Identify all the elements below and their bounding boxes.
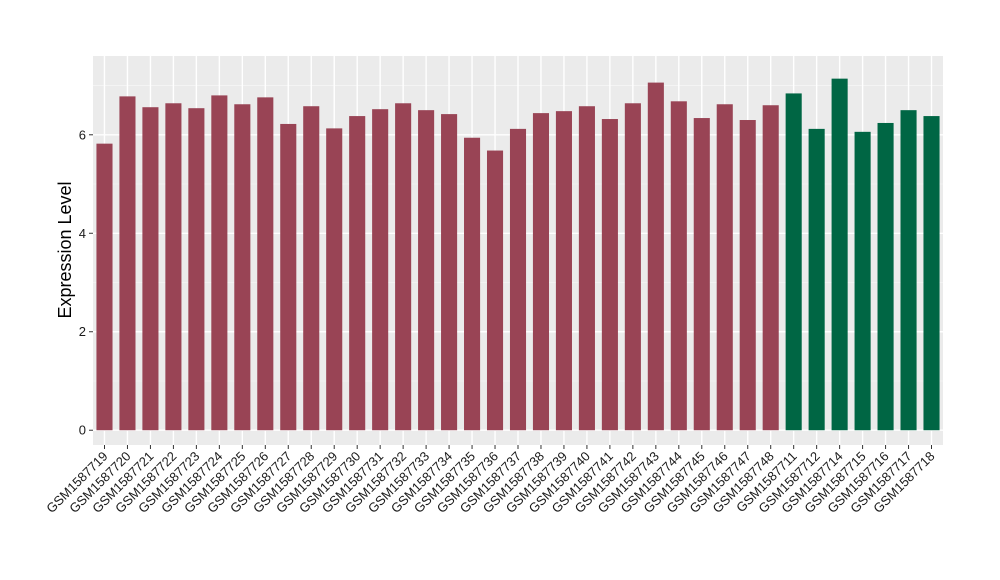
bar-GSM1587731: [372, 109, 389, 431]
bar-GSM1587711: [785, 93, 802, 431]
bar-GSM1587736: [486, 150, 504, 431]
bar-GSM1587746: [716, 104, 733, 431]
bar-GSM1587747: [739, 120, 756, 431]
bar-GSM1587720: [119, 96, 136, 431]
bar-GSM1587723: [188, 108, 205, 431]
bar-GSM1587734: [441, 114, 458, 431]
bar-GSM1587719: [96, 143, 113, 431]
bar-GSM1587717: [900, 110, 917, 431]
y-axis: 0 2 4 6: [79, 127, 93, 438]
bar-GSM1587738: [532, 113, 550, 431]
bar-GSM1587735: [464, 137, 481, 431]
bar-GSM1587716: [877, 122, 894, 431]
bar-GSM1587714: [831, 78, 848, 431]
bar-GSM1587737: [509, 128, 527, 431]
bar-GSM1587712: [808, 128, 825, 431]
bar-GSM1587726: [257, 97, 274, 431]
bar-GSM1587728: [303, 106, 320, 431]
bar-GSM1587743: [647, 82, 664, 431]
y-tick-label: 0: [79, 423, 86, 438]
bar-GSM1587748: [762, 105, 779, 431]
bar-GSM1587718: [923, 116, 940, 431]
bar-GSM1587732: [395, 103, 412, 431]
bar-GSM1587733: [418, 110, 435, 431]
bar-GSM1587741: [601, 119, 618, 431]
x-axis: GSM1587719GSM1587720GSM1587721GSM1587722…: [43, 445, 938, 516]
bars: [96, 78, 940, 431]
y-tick-label: 2: [79, 324, 86, 339]
bar-GSM1587727: [280, 123, 297, 431]
bar-GSM1587742: [624, 103, 641, 431]
y-axis-title: Expression Level: [55, 181, 75, 318]
bar-GSM1587739: [555, 111, 572, 431]
bar-GSM1587745: [693, 118, 710, 431]
y-tick-label: 4: [79, 226, 86, 241]
bar-GSM1587740: [578, 106, 595, 431]
bar-GSM1587729: [326, 128, 343, 431]
bar-GSM1587725: [234, 104, 251, 431]
bar-GSM1587744: [670, 101, 687, 431]
bar-GSM1587730: [349, 116, 366, 431]
bar-GSM1587721: [142, 107, 159, 431]
bar-GSM1587722: [165, 103, 182, 431]
bar-GSM1587715: [854, 131, 871, 431]
y-tick-label: 6: [79, 127, 86, 142]
bar-GSM1587724: [211, 95, 228, 431]
